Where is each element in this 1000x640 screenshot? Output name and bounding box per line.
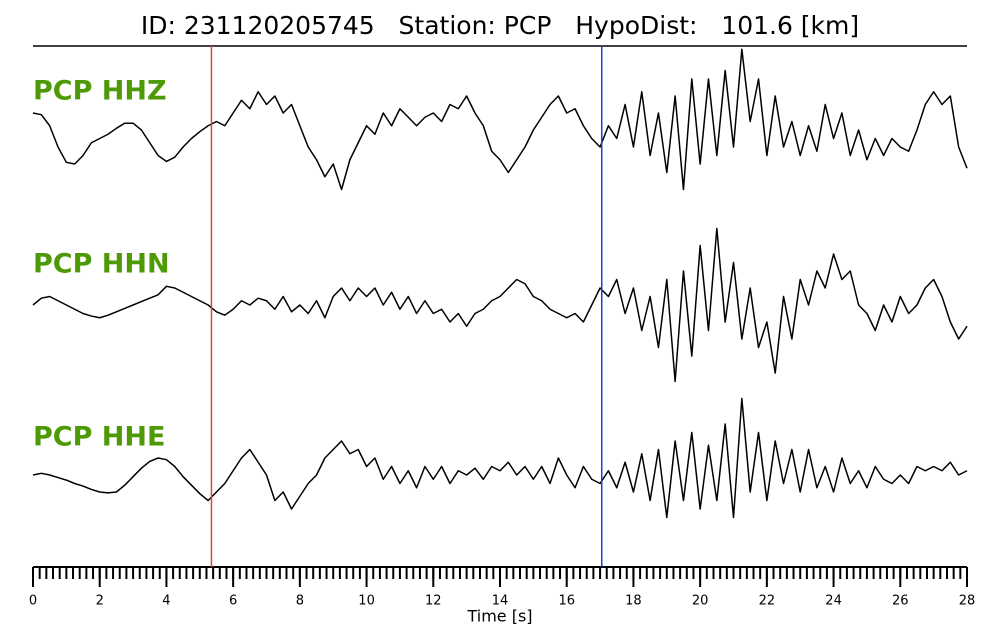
x-tick-label: 12 [425, 594, 442, 609]
x-tick-label: 4 [162, 594, 170, 609]
x-tick-label: 0 [29, 594, 37, 609]
x-tick-label: 24 [825, 594, 842, 609]
x-tick-label: 28 [959, 594, 976, 609]
x-tick-label: 6 [229, 594, 237, 609]
trace-label: PCP HHZ [33, 76, 167, 107]
x-tick-label: 8 [296, 594, 304, 609]
trace-label: PCP HHN [33, 249, 170, 280]
waveform [32, 48, 968, 191]
trace-label: PCP HHE [33, 422, 165, 453]
x-tick-label: 20 [692, 594, 709, 609]
x-tick-label: 14 [492, 594, 509, 609]
x-axis-label: Time [s] [466, 607, 532, 626]
waveform [32, 227, 968, 383]
x-tick-label: 22 [759, 594, 776, 609]
x-tick-label: 16 [558, 594, 575, 609]
x-tick-label: 26 [892, 594, 909, 609]
chart-title: ID: 231120205745 Station: PCP HypoDist: … [141, 11, 859, 40]
x-tick-label: 10 [358, 594, 375, 609]
x-tick-label: 2 [96, 594, 104, 609]
x-tick-label: 18 [625, 594, 642, 609]
waveform [32, 397, 968, 519]
